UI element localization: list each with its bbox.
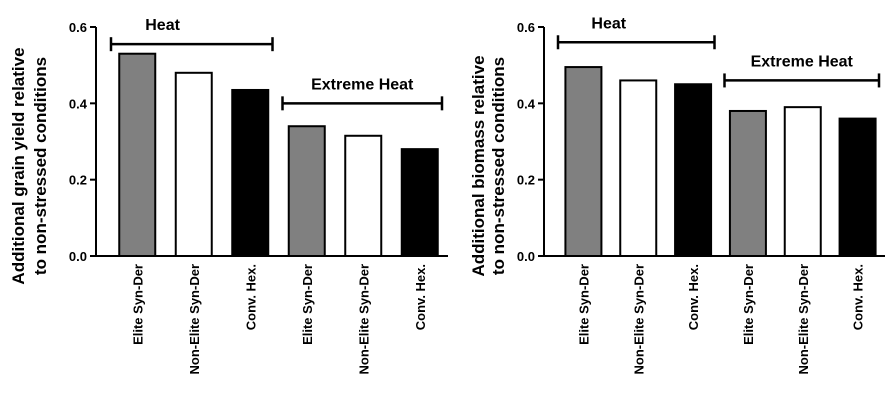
bar bbox=[118, 52, 157, 258]
y-axis-title-line1: Additional grain yield relative bbox=[9, 47, 28, 284]
x-category-label: Conv. Hex. bbox=[686, 264, 701, 330]
x-category-label: Conv. Hex. bbox=[413, 264, 428, 330]
bar bbox=[564, 66, 603, 257]
x-category-label: Elite Syn-Der bbox=[576, 264, 591, 345]
x-category-label: Elite Syn-Der bbox=[300, 264, 315, 345]
y-tick-label: 0.4 bbox=[69, 96, 88, 111]
bar bbox=[344, 134, 383, 257]
y-tick-label: 0.2 bbox=[69, 173, 87, 188]
y-tick-label: 0.2 bbox=[517, 173, 535, 188]
y-axis-title-line2: to non-stressed conditions bbox=[31, 57, 50, 275]
x-category-label: Conv. Hex. bbox=[851, 264, 866, 330]
y-tick-label: 0.4 bbox=[517, 96, 536, 111]
group-label: Heat bbox=[145, 17, 180, 34]
y-tick-label: 0.6 bbox=[517, 20, 535, 35]
bar bbox=[783, 106, 822, 258]
x-category-label: Conv. Hex. bbox=[243, 264, 258, 330]
bar bbox=[287, 125, 326, 257]
x-category-label: Non-Elite Syn-Der bbox=[187, 264, 202, 375]
bar bbox=[400, 148, 439, 257]
bar bbox=[728, 109, 767, 258]
x-category-label: Non-Elite Syn-Der bbox=[631, 264, 646, 375]
x-category-label: Non-Elite Syn-Der bbox=[796, 264, 811, 375]
chart-panel-1: 0.0 0.2 0.4 0.6 Additional grain yield relat… bbox=[9, 17, 448, 375]
bar bbox=[231, 88, 270, 257]
y-axis-title-line2: to non-stressed conditions bbox=[489, 57, 508, 275]
y-tick-label: 0.0 bbox=[69, 249, 87, 264]
bar bbox=[619, 79, 658, 257]
x-category-label: Elite Syn-Der bbox=[130, 264, 145, 345]
y-tick-label: 0.6 bbox=[69, 20, 87, 35]
x-category-label: Elite Syn-Der bbox=[741, 264, 756, 345]
bar bbox=[174, 71, 213, 257]
group-label: Extreme Heat bbox=[311, 76, 414, 93]
x-category-label: Non-Elite Syn-Der bbox=[356, 264, 371, 375]
bar bbox=[838, 117, 877, 257]
group-label: Heat bbox=[591, 15, 626, 32]
y-tick-label: 0.0 bbox=[517, 249, 535, 264]
bar bbox=[674, 83, 713, 257]
y-axis-title-line1: Additional biomass relative bbox=[469, 55, 488, 276]
group-label: Extreme Heat bbox=[751, 53, 854, 70]
chart-panel-2: 0.0 0.2 0.4 0.6 Additional biomass relative t… bbox=[469, 15, 885, 375]
